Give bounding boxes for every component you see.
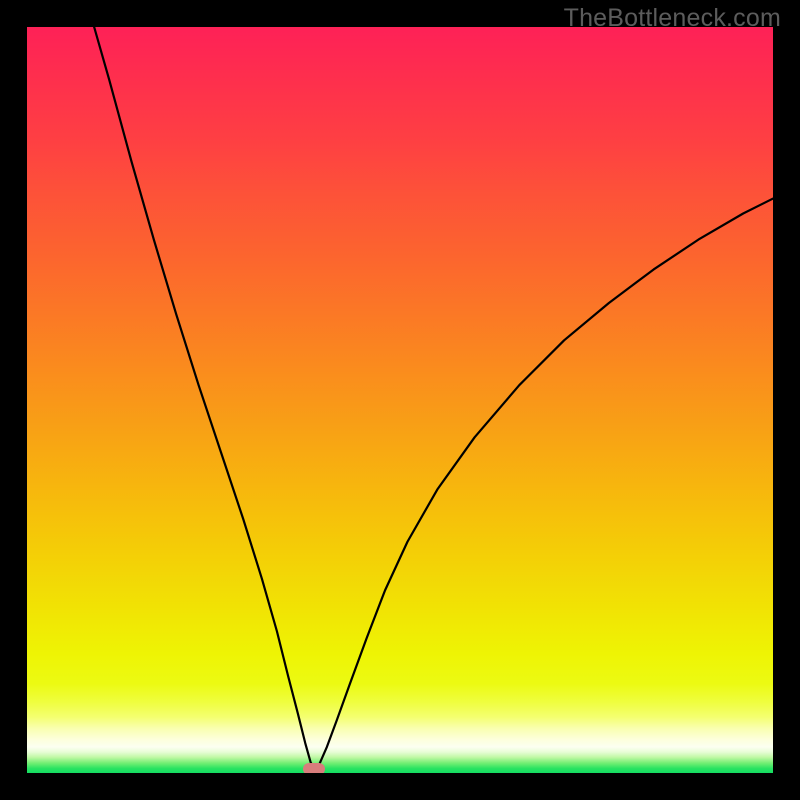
- chart-border-left: [0, 0, 27, 800]
- chart-border-bottom: [0, 773, 800, 800]
- bottleneck-chart: [27, 27, 773, 773]
- watermark-text: TheBottleneck.com: [564, 4, 781, 33]
- gradient-background: [27, 27, 773, 773]
- chart-border-right: [773, 0, 800, 800]
